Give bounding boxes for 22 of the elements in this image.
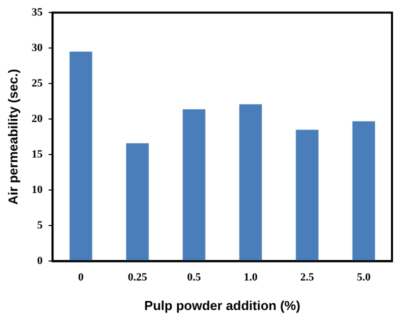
y-tick-label: 35 bbox=[32, 6, 44, 18]
y-axis-title: Air permeability (sec.) bbox=[5, 68, 20, 205]
bar bbox=[352, 121, 376, 261]
y-tick-label: 10 bbox=[32, 184, 44, 196]
y-tick-label: 0 bbox=[37, 255, 44, 268]
bar bbox=[182, 109, 206, 261]
y-tick-label: 5 bbox=[37, 220, 44, 232]
bar bbox=[296, 130, 318, 261]
bar bbox=[239, 104, 262, 261]
x-tick-label: 5.0 bbox=[356, 272, 372, 284]
x-tick-label: 0.25 bbox=[128, 272, 148, 284]
x-tick-label: 0 bbox=[78, 272, 84, 284]
bar bbox=[126, 143, 149, 261]
y-tick-label: 15 bbox=[32, 148, 44, 160]
y-tick-label: 30 bbox=[32, 42, 44, 54]
bar bbox=[70, 52, 92, 261]
y-tick-label: 25 bbox=[32, 77, 44, 90]
x-axis-title: Pulp powder addition (%) bbox=[144, 298, 300, 313]
x-tick-label: 1.0 bbox=[244, 272, 258, 284]
y-tick-label: 20 bbox=[32, 112, 44, 125]
x-tick-label: 2.5 bbox=[300, 272, 315, 284]
x-tick-label: 0.5 bbox=[187, 272, 202, 284]
